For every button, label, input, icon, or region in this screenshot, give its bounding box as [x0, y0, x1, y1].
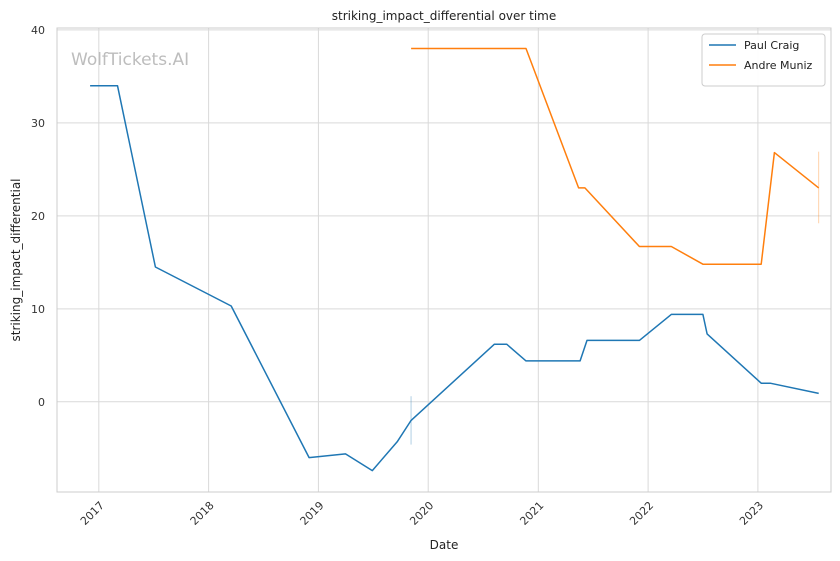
y-tick-labels: 0 10 20 30 40 — [31, 24, 45, 409]
x-tick-label: 2019 — [298, 499, 327, 528]
x-tick-label: 2023 — [737, 499, 766, 528]
y-tick-label: 0 — [38, 396, 45, 409]
legend-label: Paul Craig — [744, 39, 799, 52]
x-tick-label: 2017 — [78, 499, 107, 528]
legend-label: Andre Muniz — [744, 59, 813, 72]
y-axis-title: striking_impact_differential — [9, 178, 23, 341]
legend-box — [701, 33, 826, 87]
series-line-0 — [90, 84, 819, 472]
x-tick-labels: 2017 2018 2019 2020 2021 2022 2023 — [78, 499, 766, 528]
chart-title: striking_impact_differential over time — [332, 9, 557, 23]
grid-lines — [57, 28, 831, 492]
plot-frame — [56, 27, 832, 493]
y-tick-label: 20 — [31, 210, 45, 223]
y-tick-label: 10 — [31, 303, 45, 316]
y-tick-label: 30 — [31, 117, 45, 130]
x-axis-title: Date — [430, 538, 459, 552]
x-tick-label: 2020 — [407, 499, 436, 528]
x-tick-label: 2021 — [517, 499, 546, 528]
series-line-1 — [411, 47, 820, 265]
series-layer — [90, 47, 820, 472]
x-tick-label: 2022 — [627, 499, 656, 528]
y-tick-label: 40 — [31, 24, 45, 37]
watermark-text: WolfTickets.AI — [71, 50, 189, 70]
x-tick-label: 2018 — [188, 499, 217, 528]
legend: Paul Craig Andre Muniz — [701, 33, 826, 87]
